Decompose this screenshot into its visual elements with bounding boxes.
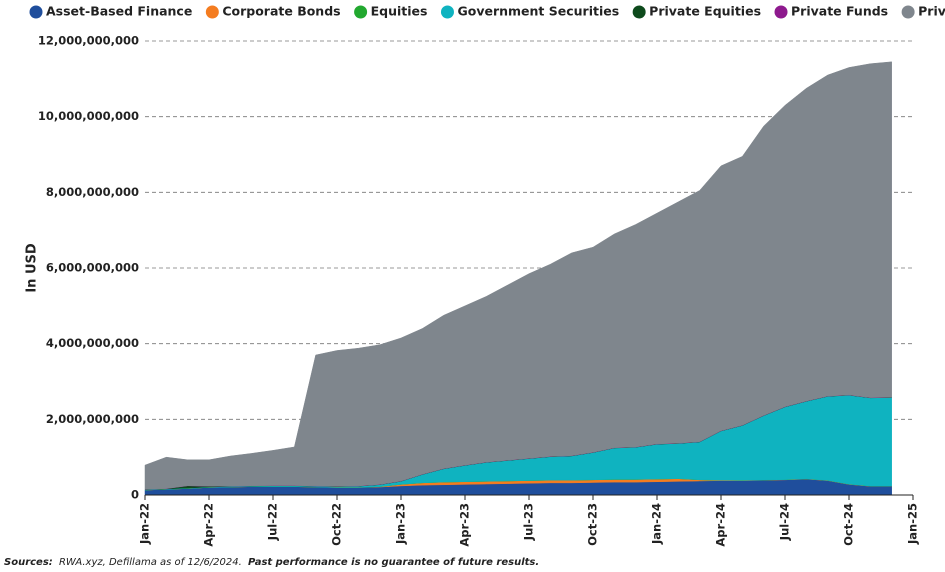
legend-label: Government Securities [457,4,619,19]
legend-marker [440,5,454,19]
legend-marker [29,5,43,19]
legend-marker [205,5,219,19]
y-axis-label: In USD [25,243,40,293]
y-tick-label: 10,000,000,000 [38,109,139,123]
x-tick-label: Jul-24 [778,503,792,541]
x-tick-label: Jan-23 [394,503,408,545]
y-tick-label: 12,000,000,000 [38,34,139,48]
x-tick-label: Apr-22 [202,503,216,547]
legend-label: Equities [371,4,428,19]
x-tick-label: Oct-22 [330,503,344,546]
x-tick-label: Jan-24 [650,503,664,545]
source-label: Sources: [4,557,53,568]
y-tick-label: 8,000,000,000 [46,185,139,199]
x-tick-label: Jan-22 [138,503,152,545]
legend-marker [354,5,368,19]
source-text: RWA.xyz, Defillama as of 12/6/2024. [59,557,242,568]
legend-label: Corporate Bonds [222,4,340,19]
y-tick-label: 6,000,000,000 [46,261,139,275]
area [144,61,892,490]
legend-label: Asset-Based Finance [46,4,192,19]
y-tick-label: 2,000,000,000 [46,412,139,426]
legend-marker [901,5,915,19]
y-tick-label: 4,000,000,000 [46,336,139,350]
x-tick-label: Jan-25 [906,503,920,545]
x-tick-label: Jul-23 [522,503,536,541]
footnote: Sources: RWA.xyz, Defillama as of 12/6/2… [4,557,539,568]
legend-marker [774,5,788,19]
legend-label: Private Equities [649,4,761,19]
disclaimer: Past performance is no guarantee of futu… [248,557,539,568]
y-tick-label: 0 [131,488,139,502]
legend-marker [632,5,646,19]
legend-label: Private Funds [791,4,888,19]
legend-label: Private Credit [918,4,945,19]
x-tick-label: Apr-23 [458,503,472,547]
x-tick-label: Oct-24 [842,503,856,546]
x-tick-label: Apr-24 [714,503,728,547]
x-tick-label: Oct-23 [586,503,600,546]
x-tick-label: Jul-22 [266,503,280,541]
